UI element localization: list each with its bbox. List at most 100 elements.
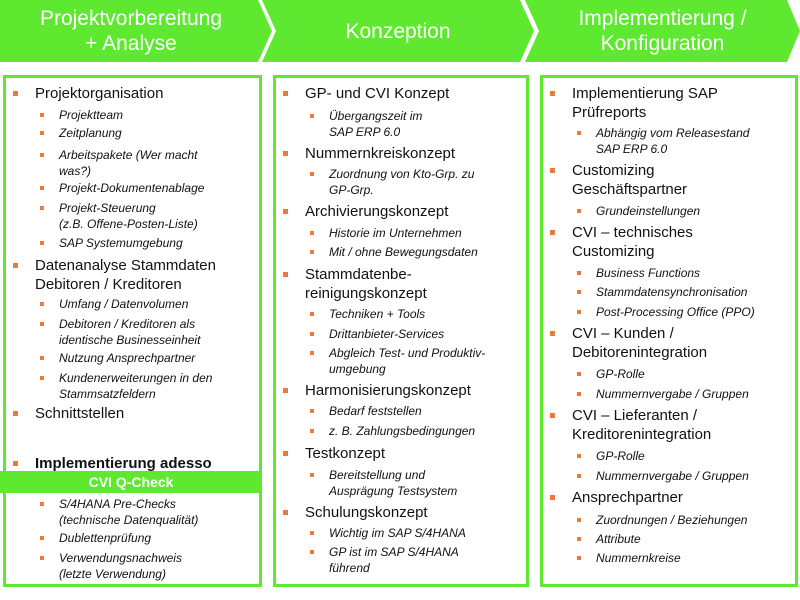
sub-bullet-item: Debitoren / Kreditoren als identische Bu…: [3, 317, 200, 348]
bullet-square-icon: [577, 310, 581, 314]
item-text: Kundenerweiterungen in den Stammsatzfeld…: [59, 371, 213, 401]
item-text: Schnittstellen: [35, 405, 125, 422]
sub-bullet-item: Abhängig vom Releasestand SAP ERP 6.0: [540, 126, 749, 157]
sub-bullet-item: Bedarf feststellen: [273, 404, 422, 420]
bullet-square-icon: [310, 312, 314, 316]
bullet-square-icon: [550, 413, 555, 418]
bullet-square-icon: [40, 356, 44, 360]
bullet-square-icon: [577, 392, 581, 396]
phase-1-chevron: Projektvorbereitung + Analyse: [0, 0, 272, 62]
item-text: Post-Processing Office (PPO): [596, 305, 755, 319]
item-text: Mit / ohne Bewegungsdaten: [329, 245, 478, 259]
sub-bullet-item: Projektteam: [3, 108, 123, 124]
item-text: Historie im Unternehmen: [329, 226, 462, 240]
sub-bullet-item: z. B. Zahlungsbedingungen: [273, 424, 475, 440]
item-text: Implementierung adesso: [35, 455, 212, 472]
sub-bullet-item: Projekt-Steuerung (z.B. Offene-Posten-Li…: [3, 201, 198, 232]
bullet-square-icon: [283, 272, 288, 277]
main-bullet-item: Harmonisierungskonzept: [273, 381, 471, 400]
bullet-square-icon: [577, 454, 581, 458]
item-text: Techniken + Tools: [329, 307, 426, 321]
column-2-box: [273, 75, 529, 587]
bullet-square-icon: [577, 372, 581, 376]
item-text: Nummernvergabe / Gruppen: [596, 387, 749, 401]
item-text: Archivierungskonzept: [305, 203, 449, 220]
item-text: z. B. Zahlungsbedingungen: [329, 424, 476, 438]
column-3-box: [540, 75, 798, 587]
sub-bullet-item: Umfang / Datenvolumen: [3, 297, 188, 313]
phase-3-title: Implementierung / Konfiguration: [578, 7, 747, 55]
item-text: CVI – Lieferanten / Kreditorenintegratio…: [572, 407, 712, 443]
main-bullet-item: Implementierung adesso: [3, 454, 212, 473]
sub-bullet-item: GP-Rolle: [540, 449, 645, 465]
sub-bullet-item: Arbeitspakete (Wer macht was?): [3, 148, 198, 179]
bullet-square-icon: [13, 263, 18, 268]
item-text: Debitoren / Kreditoren als identische Bu…: [59, 317, 201, 347]
phase-3-chevron: Implementierung / Konfiguration: [525, 0, 800, 62]
bullet-square-icon: [577, 271, 581, 275]
sub-bullet-item: Dublettenprüfung: [3, 531, 151, 547]
item-text: CVI – Kunden / Debitorenintegration: [572, 325, 708, 361]
item-text: Ansprechpartner: [572, 489, 683, 506]
main-bullet-item: GP- und CVI Konzept: [273, 84, 449, 103]
item-text: Abhängig vom Releasestand SAP ERP 6.0: [596, 126, 750, 156]
item-text: Customizing Geschäftspartner: [572, 162, 688, 198]
item-text: SAP Systemumgebung: [59, 236, 183, 250]
main-bullet-item: Schnittstellen: [3, 404, 124, 423]
main-bullet-item: Ansprechpartner: [540, 488, 683, 507]
bullet-square-icon: [13, 461, 18, 466]
bullet-square-icon: [40, 206, 44, 210]
sub-bullet-item: Zeitplanung: [3, 126, 122, 142]
bullet-square-icon: [550, 91, 555, 96]
main-bullet-item: CVI – Lieferanten / Kreditorenintegratio…: [540, 406, 711, 444]
sub-bullet-item: Techniken + Tools: [273, 307, 425, 323]
bullet-square-icon: [550, 230, 555, 235]
bullet-square-icon: [283, 510, 288, 515]
bullet-square-icon: [310, 351, 314, 355]
bullet-square-icon: [577, 474, 581, 478]
phase-2-title: Konzeption: [345, 19, 451, 43]
bullet-square-icon: [577, 209, 581, 213]
sub-bullet-item: Übergangszeit im SAP ERP 6.0: [273, 109, 422, 140]
item-text: Nummernkreiskonzept: [305, 145, 456, 162]
sub-bullet-item: Business Functions: [540, 266, 700, 282]
sub-bullet-item: Stammdatensynchronisation: [540, 285, 747, 301]
sub-bullet-item: Kundenerweiterungen in den Stammsatzfeld…: [3, 371, 212, 402]
main-bullet-item: Testkonzept: [273, 444, 385, 463]
bullet-square-icon: [40, 113, 44, 117]
item-text: S/4HANA Pre-Checks (technische Datenqual…: [59, 497, 199, 527]
bullet-square-icon: [550, 331, 555, 336]
item-text: Zuordnung von Kto-Grp. zu GP-Grp.: [329, 167, 475, 197]
phase-2-chevron: Konzeption: [262, 0, 534, 62]
sub-bullet-item: Historie im Unternehmen: [273, 226, 462, 242]
bullet-square-icon: [40, 241, 44, 245]
sub-bullet-item: Abgleich Test- und Produktiv- umgebung: [273, 346, 485, 377]
bullet-square-icon: [283, 151, 288, 156]
main-bullet-item: Projektorganisation: [3, 84, 163, 103]
sub-bullet-item: SAP Systemumgebung: [3, 236, 183, 252]
bullet-square-icon: [310, 550, 314, 554]
item-text: Harmonisierungskonzept: [305, 382, 471, 399]
bullet-square-icon: [310, 409, 314, 413]
sub-bullet-item: Zuordnung von Kto-Grp. zu GP-Grp.: [273, 167, 474, 198]
item-text: Attribute: [596, 532, 641, 546]
sub-bullet-item: GP ist im SAP S/4HANA führend: [273, 545, 459, 576]
bullet-square-icon: [40, 322, 44, 326]
bullet-square-icon: [550, 495, 555, 500]
item-text: Verwendungsnachweis (letzte Verwendung): [59, 551, 182, 581]
item-text: Implementierung SAP Prüfreports: [572, 85, 718, 121]
item-text: Nutzung Ansprechpartner: [59, 351, 196, 365]
bullet-square-icon: [40, 376, 44, 380]
item-text: Übergangszeit im SAP ERP 6.0: [329, 109, 423, 139]
bullet-square-icon: [577, 537, 581, 541]
sub-bullet-item: S/4HANA Pre-Checks (technische Datenqual…: [3, 497, 198, 528]
bullet-square-icon: [310, 473, 314, 477]
phase-1-title: Projektvorbereitung + Analyse: [39, 7, 223, 55]
main-bullet-item: Archivierungskonzept: [273, 202, 448, 221]
item-text: Zeitplanung: [59, 126, 122, 140]
item-text: Bedarf feststellen: [329, 404, 422, 418]
sub-bullet-item: Mit / ohne Bewegungsdaten: [273, 245, 478, 261]
main-bullet-item: Customizing Geschäftspartner: [540, 161, 687, 199]
item-text: Testkonzept: [305, 445, 386, 462]
bullet-square-icon: [40, 502, 44, 506]
